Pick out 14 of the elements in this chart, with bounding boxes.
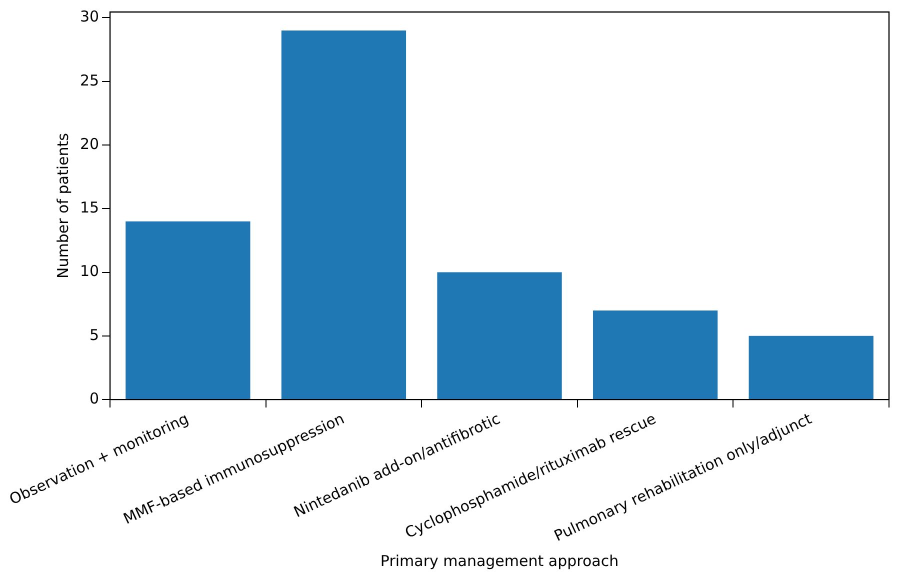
y-tick-label: 20: [80, 134, 100, 153]
y-tick-label: 30: [80, 8, 100, 26]
y-tick-label: 15: [80, 198, 100, 217]
bar: [126, 221, 250, 400]
y-tick-label: 5: [89, 326, 100, 344]
y-axis-title: Number of patients: [54, 132, 72, 278]
bar: [592, 310, 718, 400]
y-tick-label: 10: [80, 262, 100, 280]
y-tick-label: 25: [80, 71, 100, 90]
bar: [281, 30, 406, 400]
y-tick-label: 0: [89, 389, 100, 408]
bar: [437, 272, 562, 400]
x-axis-title: Primary management approach: [380, 552, 619, 570]
bar: [748, 336, 874, 400]
